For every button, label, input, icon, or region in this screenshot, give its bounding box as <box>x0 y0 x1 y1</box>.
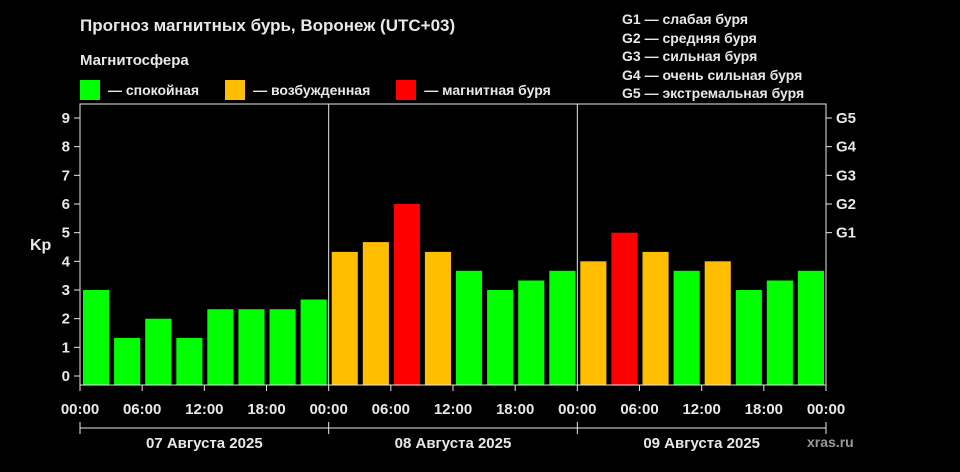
y-tick-label-5: 5 <box>62 225 70 242</box>
legend-label-quiet: — спокойная <box>108 82 200 98</box>
y-tick-label-7: 7 <box>62 167 70 184</box>
y-tick-label-3: 3 <box>62 282 70 299</box>
y-tick-label-9: 9 <box>62 110 70 127</box>
kp-bar-9 <box>362 242 389 385</box>
storm-scale-legend: G1 — слабая буря G2 — средняя буря G3 — … <box>622 10 804 103</box>
kp-bar-10 <box>393 204 420 385</box>
y-tick-label-2: 2 <box>62 311 70 328</box>
kp-bar-20 <box>704 261 731 385</box>
kp-bar-0 <box>83 290 110 385</box>
kp-bar-8 <box>331 251 358 385</box>
y-tick-label-6: 6 <box>62 196 70 213</box>
day-label-1: 08 Августа 2025 <box>395 435 512 452</box>
storm-scale-g4: G4 — очень сильная буря <box>622 66 803 83</box>
kp-bar-16 <box>580 261 607 385</box>
legend-item-storm: — магнитная буря <box>396 80 551 100</box>
kp-bar-23 <box>797 270 824 385</box>
kp-bar-13 <box>487 290 514 385</box>
g-tick-label-2: G3 <box>836 167 856 184</box>
kp-bar-7 <box>300 299 327 385</box>
kp-bar-2 <box>145 318 172 385</box>
x-tick-label-2: 12:00 <box>185 401 223 418</box>
x-tick-label-10: 12:00 <box>682 401 720 418</box>
g-tick-label-3: G4 <box>836 139 857 156</box>
y-tick-label-0: 0 <box>62 368 70 385</box>
x-tick-label-5: 06:00 <box>372 401 410 418</box>
kp-bar-21 <box>735 290 762 385</box>
kp-bar-4 <box>207 309 234 385</box>
legend-item-active: — возбужденная <box>225 80 370 100</box>
x-tick-label-3: 18:00 <box>247 401 285 418</box>
g-tick-label-1: G2 <box>836 196 856 213</box>
x-tick-label-6: 12:00 <box>434 401 472 418</box>
legend-label-active: — возбужденная <box>253 82 371 98</box>
x-tick-label-11: 18:00 <box>745 401 783 418</box>
y-tick-label-1: 1 <box>62 339 70 356</box>
x-tick-label-12: 00:00 <box>807 401 845 418</box>
kp-bar-12 <box>456 270 483 385</box>
legend-swatch-storm <box>396 80 417 100</box>
x-tick-label-7: 18:00 <box>496 401 534 418</box>
storm-scale-g1: G1 — слабая буря <box>622 11 749 27</box>
kp-bar-1 <box>114 337 141 385</box>
kp-bar-18 <box>642 251 669 385</box>
legend-swatch-quiet <box>80 80 100 100</box>
storm-scale-g5: G5 — экстремальная буря <box>622 85 805 101</box>
chart-title: Прогноз магнитных бурь, Воронеж (UTC+03) <box>80 16 456 35</box>
y-tick-label-8: 8 <box>62 139 70 156</box>
kp-bar-19 <box>673 270 700 385</box>
source-watermark: xras.ru <box>807 434 854 450</box>
x-tick-label-1: 06:00 <box>123 401 161 418</box>
kp-bar-11 <box>424 251 451 385</box>
x-tick-label-9: 06:00 <box>620 401 658 418</box>
kp-bar-14 <box>518 280 545 385</box>
storm-scale-g2: G2 — средняя буря <box>622 29 757 46</box>
y-axis-label: Kp <box>30 237 52 254</box>
kp-bar-17 <box>611 232 638 385</box>
legend-label-storm: — магнитная буря <box>424 82 551 98</box>
g-tick-label-4: G5 <box>836 110 856 127</box>
kp-bar-22 <box>766 280 793 385</box>
x-tick-label-4: 00:00 <box>309 401 347 418</box>
kp-bar-3 <box>176 337 203 385</box>
kp-bar-5 <box>238 309 265 385</box>
legend-swatch-active <box>225 80 246 100</box>
storm-scale-g3: G3 — сильная буря <box>622 48 758 64</box>
legend-item-quiet: — спокойная <box>80 80 199 100</box>
kp-bar-15 <box>549 270 576 385</box>
x-tick-label-0: 00:00 <box>61 401 99 418</box>
level-legend: — спокойная — возбужденная — магнитная б… <box>80 80 577 100</box>
day-label-2: 09 Августа 2025 <box>643 435 760 452</box>
chart-subtitle: Магнитосфера <box>80 52 189 69</box>
x-tick-label-8: 00:00 <box>558 401 596 418</box>
kp-bar-6 <box>269 309 296 385</box>
g-tick-label-0: G1 <box>836 225 856 242</box>
y-tick-label-4: 4 <box>62 253 71 270</box>
day-label-0: 07 Августа 2025 <box>146 435 263 452</box>
